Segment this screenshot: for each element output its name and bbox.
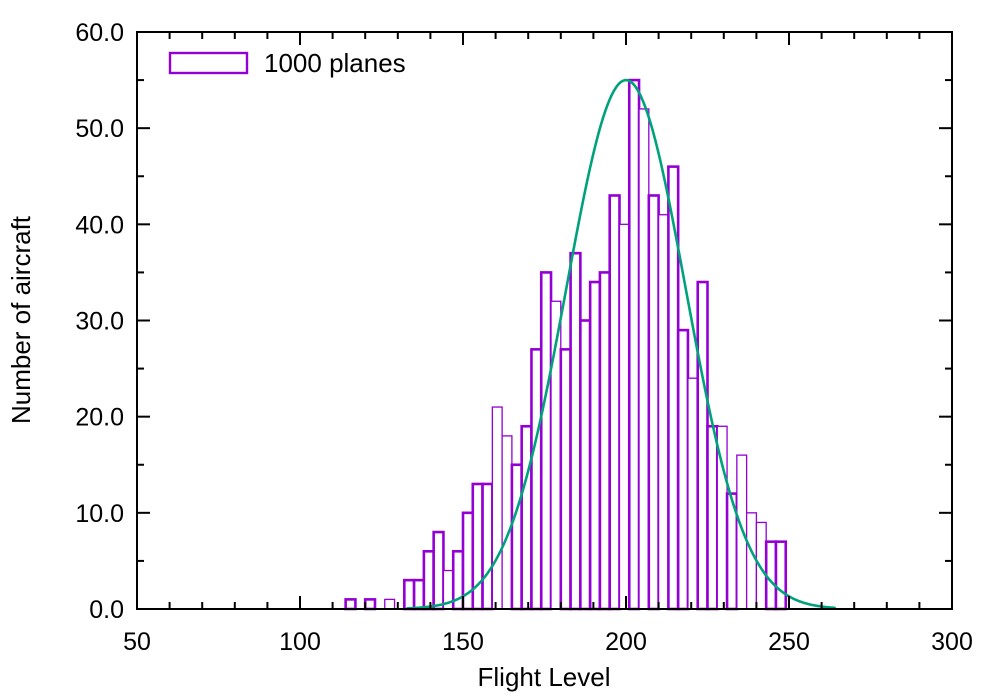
histogram-bar bbox=[657, 214, 670, 610]
legend-label: 1000 planes bbox=[264, 48, 406, 78]
y-tick-label: 30.0 bbox=[75, 308, 124, 336]
y-tick-label: 50.0 bbox=[75, 115, 124, 143]
x-tick-label: 50 bbox=[123, 628, 151, 656]
histogram-bar bbox=[706, 424, 719, 611]
histogram-bar bbox=[647, 194, 660, 611]
histogram-bar bbox=[676, 328, 690, 611]
histogram-bar bbox=[638, 108, 650, 610]
legend-swatch-box bbox=[168, 51, 249, 75]
histogram-bar bbox=[687, 377, 699, 610]
histogram-bar bbox=[520, 424, 533, 611]
histogram-bar bbox=[618, 223, 630, 610]
y-tick-label: 0.0 bbox=[89, 596, 124, 624]
histogram-bar bbox=[598, 271, 611, 611]
histogram-bar bbox=[667, 165, 680, 611]
x-tick-label: 100 bbox=[279, 628, 321, 656]
x-tick-label: 200 bbox=[605, 628, 647, 656]
axis-tick-labels: 50 100 150 200 250 300 0.0 10.0 20.0 30.0 40.0 50.0… bbox=[75, 19, 973, 656]
histogram-bar bbox=[559, 348, 572, 611]
histogram-bar bbox=[432, 530, 445, 611]
histogram-bar bbox=[774, 540, 788, 611]
histogram-bar bbox=[745, 512, 758, 610]
histogram-bar bbox=[588, 280, 602, 611]
plot-border bbox=[136, 31, 953, 610]
histogram-bar bbox=[491, 406, 503, 610]
histogram-bar bbox=[627, 78, 641, 611]
histogram-bar bbox=[471, 482, 484, 611]
histogram-bar bbox=[579, 319, 592, 611]
y-tick-label: 60.0 bbox=[75, 19, 124, 47]
gaussian-fit-curve-group bbox=[406, 78, 836, 610]
y-tick-label: 20.0 bbox=[75, 404, 124, 432]
histogram-bar bbox=[363, 598, 377, 611]
histogram-bar bbox=[539, 271, 553, 611]
histogram-bar bbox=[510, 463, 523, 611]
histogram-bar bbox=[501, 435, 513, 610]
y-axis-title: Number of aircraft bbox=[6, 215, 36, 424]
histogram-bars bbox=[344, 78, 788, 611]
y-tick-label: 40.0 bbox=[75, 211, 124, 239]
histogram-bar bbox=[569, 251, 582, 611]
histogram-bar bbox=[530, 348, 543, 611]
x-axis-title: Flight Level bbox=[478, 662, 611, 692]
histogram-bar bbox=[608, 194, 621, 611]
histogram-bar bbox=[755, 521, 767, 610]
histogram-bar bbox=[412, 578, 426, 611]
legend: 1000 planes bbox=[168, 48, 406, 78]
histogram-bar bbox=[736, 454, 748, 610]
x-tick-label: 300 bbox=[931, 628, 973, 656]
histogram-bar bbox=[384, 598, 396, 610]
x-tick-label: 150 bbox=[442, 628, 484, 656]
gaussian-fit-curve bbox=[406, 78, 836, 610]
histogram-bar bbox=[403, 578, 416, 611]
x-tick-label: 250 bbox=[768, 628, 810, 656]
y-tick-label: 10.0 bbox=[75, 500, 124, 528]
histogram-bar bbox=[422, 549, 435, 611]
histogram-bar bbox=[344, 598, 357, 611]
histogram-bar bbox=[481, 482, 494, 611]
histogram-bar bbox=[696, 280, 709, 611]
